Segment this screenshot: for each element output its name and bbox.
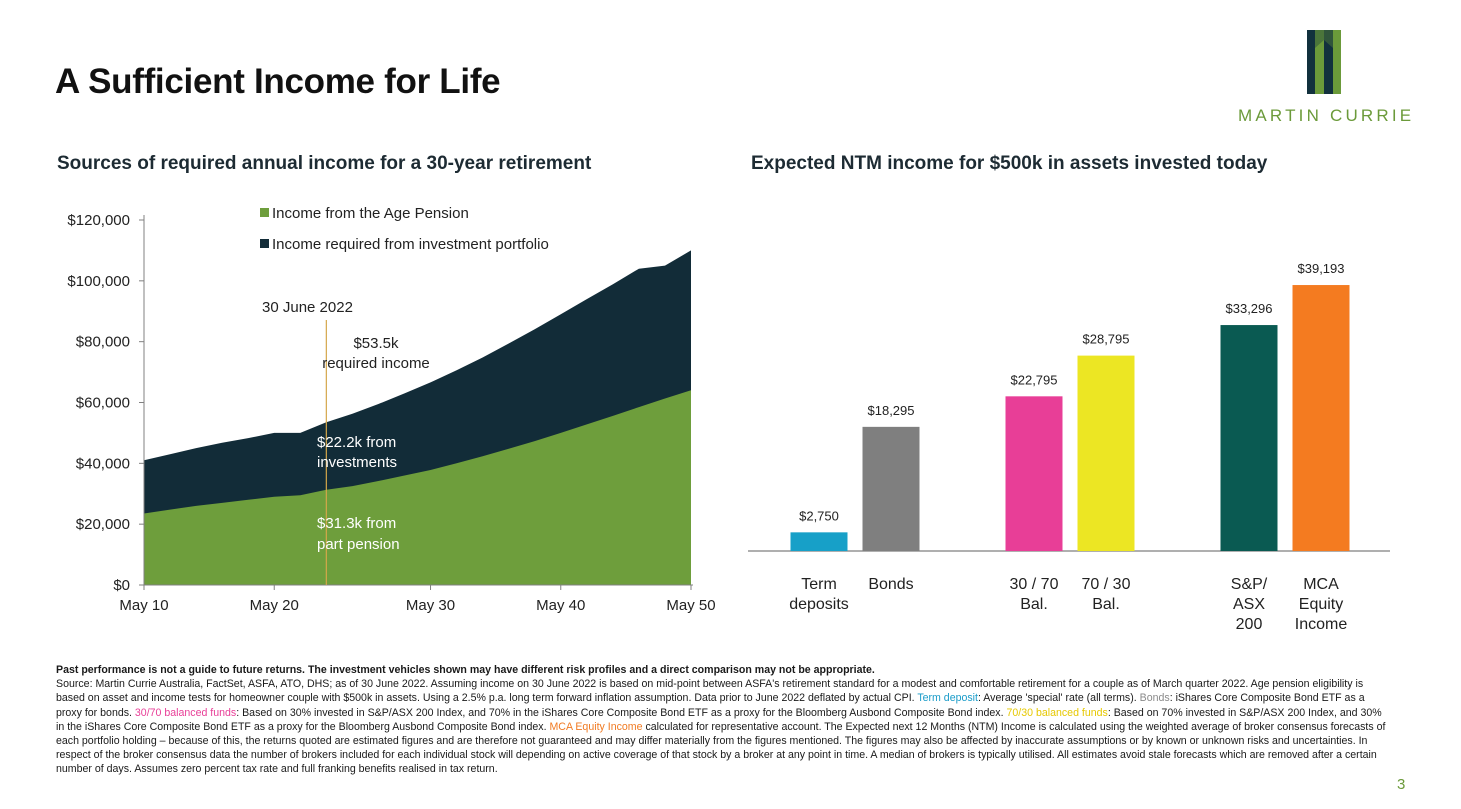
footnote-mca-text: calculated for representative account. T… [56, 720, 1386, 776]
y-tick-label: $80,000 [76, 334, 130, 351]
footnote-source: Source: Martin Currie Australia, FactSet… [56, 678, 1364, 705]
date-marker-label: 30 June 2022 [262, 299, 353, 316]
legend-label: Income from the Age Pension [272, 205, 469, 222]
required-income-value: $53.5k [353, 335, 399, 352]
logo-text: MARTIN CURRIE [1238, 106, 1415, 125]
pension-annotation-label: part pension [317, 536, 400, 553]
page-number: 3 [1397, 776, 1406, 793]
x-tick-label: May 30 [406, 597, 455, 614]
slide-title: A Sufficient Income for Life [55, 62, 501, 101]
required-income-label: required income [322, 355, 430, 372]
area-series-pension [144, 390, 691, 585]
bar-value-label: $18,295 [868, 403, 915, 418]
footnote-mca-label: MCA Equity Income [549, 720, 643, 733]
x-tick-label: May 20 [250, 597, 299, 614]
footnote-term-label: Term deposit [917, 692, 978, 705]
footnote-7030-text: : Based on 70% invested in S&P/ASX 200 I… [56, 706, 1382, 733]
category-label: Bonds [868, 576, 913, 593]
legend-swatch [260, 239, 269, 248]
category-label: 30 / 70 [1010, 576, 1059, 593]
footnote-3070-text: : Based on 30% invested in S&P/ASX 200 I… [236, 706, 1007, 719]
footnote-7030-label: 70/30 balanced funds [1006, 706, 1108, 719]
investments-annotation-value: $22.2k from [317, 434, 396, 451]
category-label: deposits [789, 596, 849, 613]
footnote-bonds-text: : iShares Core Composite Bond ETF as a p… [56, 692, 1365, 719]
bar-value-label: $28,795 [1083, 332, 1130, 347]
category-label: ASX [1233, 596, 1265, 613]
bar [1005, 396, 1063, 551]
x-tick-label: May 10 [119, 597, 168, 614]
bar-value-label: $33,296 [1226, 301, 1273, 316]
legend-label: Income required from investment portfoli… [272, 236, 549, 253]
category-label: MCA [1303, 576, 1339, 593]
x-tick-label: May 50 [666, 597, 715, 614]
footnote-disclaimer: Past performance is not a guide to futur… [56, 664, 875, 676]
category-label: 200 [1236, 616, 1263, 633]
y-tick-label: $40,000 [76, 455, 130, 472]
x-tick-label: May 40 [536, 597, 585, 614]
bar [862, 426, 920, 551]
footnote-bonds-label: Bonds [1139, 692, 1170, 705]
martin-currie-logo-icon [1307, 30, 1341, 94]
category-label: Equity [1299, 596, 1343, 613]
bar-value-label: $2,750 [799, 508, 839, 523]
y-tick-label: $0 [113, 577, 130, 594]
footnote-term-text: : Average 'special' rate (all terms). [977, 692, 1140, 705]
category-label: Income [1295, 616, 1348, 633]
y-tick-label: $60,000 [76, 395, 130, 412]
income-sources-area-chart: $0 $20,000 $40,000 $60,000 $80,000 $100,000 $1… [67, 205, 715, 614]
footnote-3070-label: 30/70 balanced funds [134, 706, 237, 719]
footnote: Past performance is not a guide to futur… [56, 663, 1386, 777]
bar [790, 532, 848, 551]
investments-annotation-label: investments [317, 454, 397, 471]
y-tick-label: $20,000 [76, 516, 130, 533]
category-label: Term [801, 576, 837, 593]
category-label: Bal. [1092, 596, 1120, 613]
ntm-income-bar-chart: $2,750 Term deposits $18,295 Bonds $22,795 30 … [748, 261, 1390, 633]
category-label: Bal. [1020, 596, 1048, 613]
y-tick-label: $100,000 [67, 273, 130, 290]
category-label: 70 / 30 [1082, 576, 1131, 593]
y-tick-label: $120,000 [67, 212, 130, 229]
bar [1220, 325, 1278, 551]
bar-value-label: $39,193 [1298, 261, 1345, 276]
legend-swatch [260, 208, 269, 217]
bar [1077, 355, 1135, 551]
bar [1292, 285, 1350, 551]
left-chart-title: Sources of required annual income for a … [57, 153, 592, 174]
category-label: S&P/ [1231, 576, 1268, 593]
right-chart-title: Expected NTM income for $500k in assets … [751, 153, 1268, 174]
pension-annotation-value: $31.3k from [317, 515, 396, 532]
bar-value-label: $22,795 [1011, 372, 1058, 387]
